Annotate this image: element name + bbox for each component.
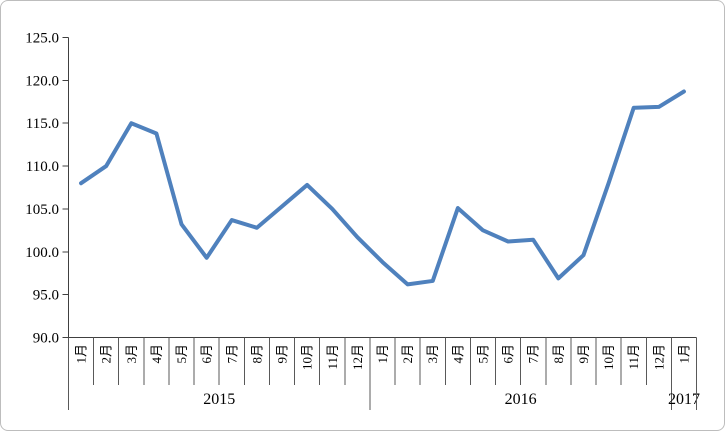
month-label: 4月	[149, 344, 164, 364]
month-label: 10月	[300, 344, 315, 370]
month-label: 12月	[350, 344, 365, 370]
year-label: 2015	[203, 391, 235, 408]
month-label: 3月	[124, 344, 139, 364]
month-label: 8月	[249, 344, 264, 364]
y-axis-label: 110.0	[26, 159, 59, 175]
y-axis-label: 120.0	[25, 73, 59, 89]
month-label: 11月	[626, 344, 641, 370]
month-label: 1月	[74, 344, 89, 364]
month-label: 11月	[325, 344, 340, 370]
data-line-series	[79, 89, 686, 287]
y-axis-label: 125.0	[25, 31, 59, 47]
month-label: 7月	[224, 344, 239, 364]
month-label: 6月	[501, 344, 516, 364]
month-label: 6月	[199, 344, 214, 364]
month-label: 1月	[375, 344, 390, 364]
month-label: 1月	[676, 344, 691, 364]
y-axis-label: 105.0	[25, 202, 59, 218]
month-label: 9月	[576, 344, 591, 364]
month-label: 9月	[275, 344, 290, 364]
month-label: 10月	[601, 344, 616, 370]
y-axis-label: 115.0	[26, 116, 59, 132]
month-label: 2月	[400, 344, 415, 364]
y-axis-label: 100.0	[25, 245, 59, 261]
month-label: 4月	[450, 344, 465, 364]
y-axis-label: 90.0	[33, 331, 59, 347]
month-label: 8月	[551, 344, 566, 364]
month-label: 5月	[475, 344, 490, 364]
month-label: 7月	[526, 344, 541, 364]
month-label: 2月	[99, 344, 114, 364]
y-axis-label: 95.0	[33, 288, 59, 304]
year-label: 2017	[668, 391, 700, 408]
month-label: 5月	[174, 344, 189, 364]
month-label: 3月	[425, 344, 440, 364]
year-label: 2016	[505, 391, 537, 408]
month-label: 12月	[651, 344, 666, 370]
